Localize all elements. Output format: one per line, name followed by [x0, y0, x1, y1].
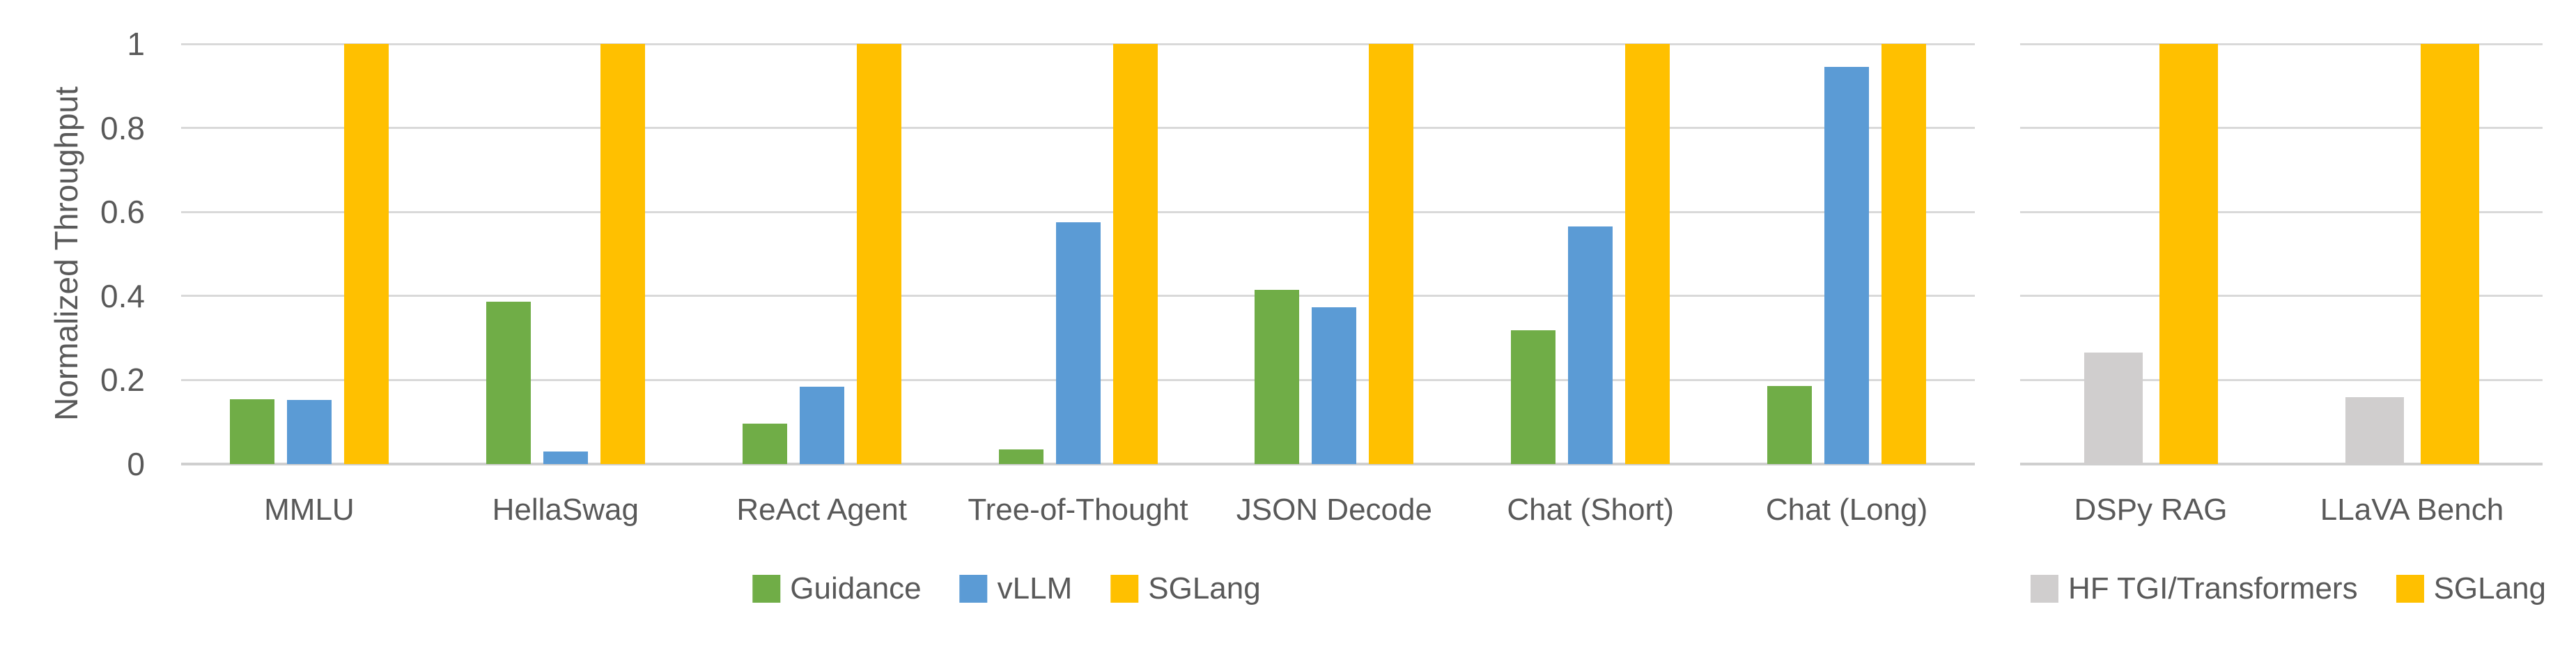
- bar-sglang-chat-long: [1881, 44, 1927, 464]
- bar-guidance-react-agent: [742, 424, 787, 464]
- gridline: [181, 210, 1975, 213]
- legend-label: SGLang: [1148, 571, 1261, 605]
- bar-sglang-llava-bench: [2420, 44, 2479, 464]
- category-label-mmlu: MMLU: [264, 493, 355, 527]
- gridline: [2020, 43, 2543, 45]
- y-tick-label: 0: [127, 446, 145, 482]
- legend-item-guidance: Guidance: [752, 571, 922, 606]
- category-label-react-agent: ReAct Agent: [736, 493, 907, 527]
- left-chart-legend: Guidance vLLM SGLang: [752, 571, 1261, 606]
- bar-sglang-hellaswag: [600, 44, 645, 464]
- legend-label: HF TGI/Transformers: [2067, 571, 2358, 605]
- bar-vllm-mmlu: [286, 399, 332, 464]
- legend-swatch-icon: [752, 575, 781, 603]
- y-tick-label: 0.4: [100, 277, 145, 314]
- left-chart-plot-area: [181, 43, 1975, 465]
- bar-guidance-hellaswag: [486, 301, 531, 464]
- category-label-llava-bench: LLaVA Bench: [2320, 493, 2504, 527]
- category-label-dspy-rag: DSPy RAG: [2074, 493, 2228, 527]
- y-tick-label: 1: [127, 26, 145, 62]
- legend-item-sglang: SGLang: [2396, 571, 2546, 606]
- category-label-chat-long: Chat (Long): [1765, 493, 1928, 527]
- y-tick-label: 0.2: [100, 362, 145, 399]
- bar-sglang-dspy-rag: [2159, 44, 2218, 464]
- bar-vllm-hellaswag: [543, 451, 588, 464]
- gridline: [181, 43, 1975, 45]
- bar-vllm-json-decode: [1312, 307, 1357, 464]
- right-chart-plot-area: [2020, 43, 2543, 465]
- legend-item-vllm: vLLM: [959, 571, 1073, 606]
- bar-vllm-chat-short: [1568, 226, 1613, 464]
- x-axis-baseline: [181, 463, 1975, 465]
- category-label-chat-short: Chat (Short): [1507, 493, 1675, 527]
- y-tick-label: 0.6: [100, 194, 145, 231]
- bar-guidance-chat-short: [1511, 330, 1556, 464]
- legend-label: Guidance: [790, 571, 922, 605]
- bar-guidance-tree-of-thought: [998, 449, 1043, 464]
- bar-guidance-mmlu: [229, 399, 274, 464]
- gridline: [181, 127, 1975, 130]
- bar-sglang-tree-of-thought: [1112, 44, 1158, 464]
- legend-label: vLLM: [997, 571, 1073, 605]
- legend-swatch-icon: [959, 575, 988, 603]
- bar-vllm-react-agent: [799, 387, 844, 464]
- bar-sglang-react-agent: [856, 44, 901, 464]
- gridline: [2020, 127, 2543, 130]
- gridline: [2020, 210, 2543, 213]
- gridline: [2020, 295, 2543, 298]
- bar-hf-tgi-transformers-dspy-rag: [2084, 352, 2143, 464]
- category-label-tree-of-thought: Tree-of-Thought: [968, 493, 1188, 527]
- bar-sglang-json-decode: [1369, 44, 1414, 464]
- category-label-hellaswag: HellaSwag: [492, 493, 639, 527]
- bar-sglang-mmlu: [343, 44, 389, 464]
- bar-vllm-chat-long: [1824, 67, 1870, 464]
- bar-vllm-tree-of-thought: [1055, 222, 1101, 464]
- legend-item-hf-tgi-transformers: HF TGI/Transformers: [2030, 571, 2358, 606]
- bar-hf-tgi-transformers-llava-bench: [2345, 397, 2404, 464]
- category-label-json-decode: JSON Decode: [1236, 493, 1432, 527]
- y-tick-label: 0.8: [100, 109, 145, 146]
- legend-item-sglang: SGLang: [1110, 571, 1261, 606]
- gridline: [2020, 378, 2543, 381]
- legend-swatch-icon: [2396, 575, 2424, 603]
- legend-swatch-icon: [2030, 575, 2058, 603]
- bar-guidance-chat-long: [1767, 385, 1813, 464]
- right-chart-legend: HF TGI/Transformers SGLang: [2030, 571, 2546, 606]
- legend-label: SGLang: [2433, 571, 2547, 605]
- bar-sglang-chat-short: [1625, 44, 1670, 464]
- bar-guidance-json-decode: [1255, 289, 1300, 464]
- x-axis-baseline: [2020, 463, 2543, 465]
- legend-swatch-icon: [1110, 575, 1139, 603]
